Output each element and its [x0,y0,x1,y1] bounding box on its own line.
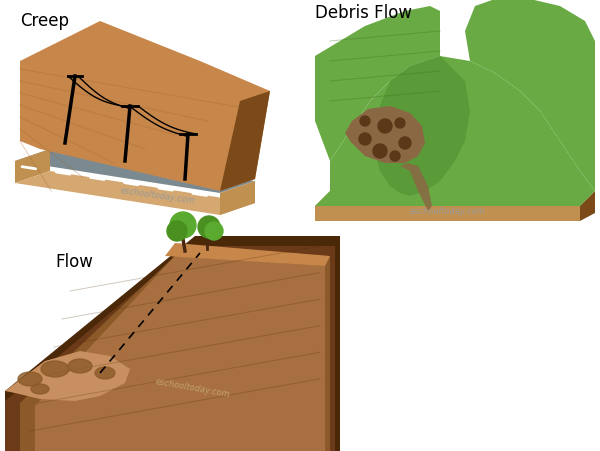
Circle shape [205,222,223,240]
Text: eschooltoday.com: eschooltoday.com [120,186,196,206]
Polygon shape [35,257,325,451]
Polygon shape [165,244,330,267]
Polygon shape [465,0,595,192]
Polygon shape [345,107,425,164]
Ellipse shape [31,384,49,394]
Text: Flow: Flow [55,253,93,271]
Ellipse shape [68,359,92,373]
Polygon shape [20,22,270,192]
Polygon shape [315,207,580,221]
Polygon shape [315,57,595,207]
Polygon shape [315,7,440,161]
Text: eschooltoday.com: eschooltoday.com [410,207,486,216]
Polygon shape [400,164,432,212]
Circle shape [395,119,405,129]
Circle shape [360,117,370,127]
Polygon shape [15,172,255,216]
Polygon shape [220,182,255,216]
Text: eschooltoday.com: eschooltoday.com [155,376,231,398]
Polygon shape [580,192,595,221]
Circle shape [399,138,411,150]
Polygon shape [375,57,470,197]
Polygon shape [15,150,255,193]
Circle shape [198,216,220,239]
Ellipse shape [95,367,115,379]
Circle shape [373,145,387,159]
Circle shape [167,221,187,241]
Polygon shape [20,252,330,451]
Polygon shape [5,236,340,451]
Ellipse shape [41,361,69,377]
Circle shape [359,133,371,146]
Text: Debris Flow: Debris Flow [315,4,412,22]
Polygon shape [15,150,50,184]
Circle shape [390,152,400,161]
Circle shape [378,120,392,133]
Circle shape [170,212,196,239]
Polygon shape [5,351,130,401]
Ellipse shape [18,372,42,386]
Polygon shape [5,246,335,451]
Text: Creep: Creep [20,12,69,30]
Polygon shape [220,92,270,192]
Polygon shape [315,192,595,207]
